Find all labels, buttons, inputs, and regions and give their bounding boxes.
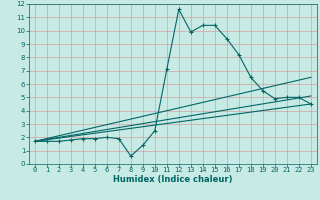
X-axis label: Humidex (Indice chaleur): Humidex (Indice chaleur): [113, 175, 233, 184]
